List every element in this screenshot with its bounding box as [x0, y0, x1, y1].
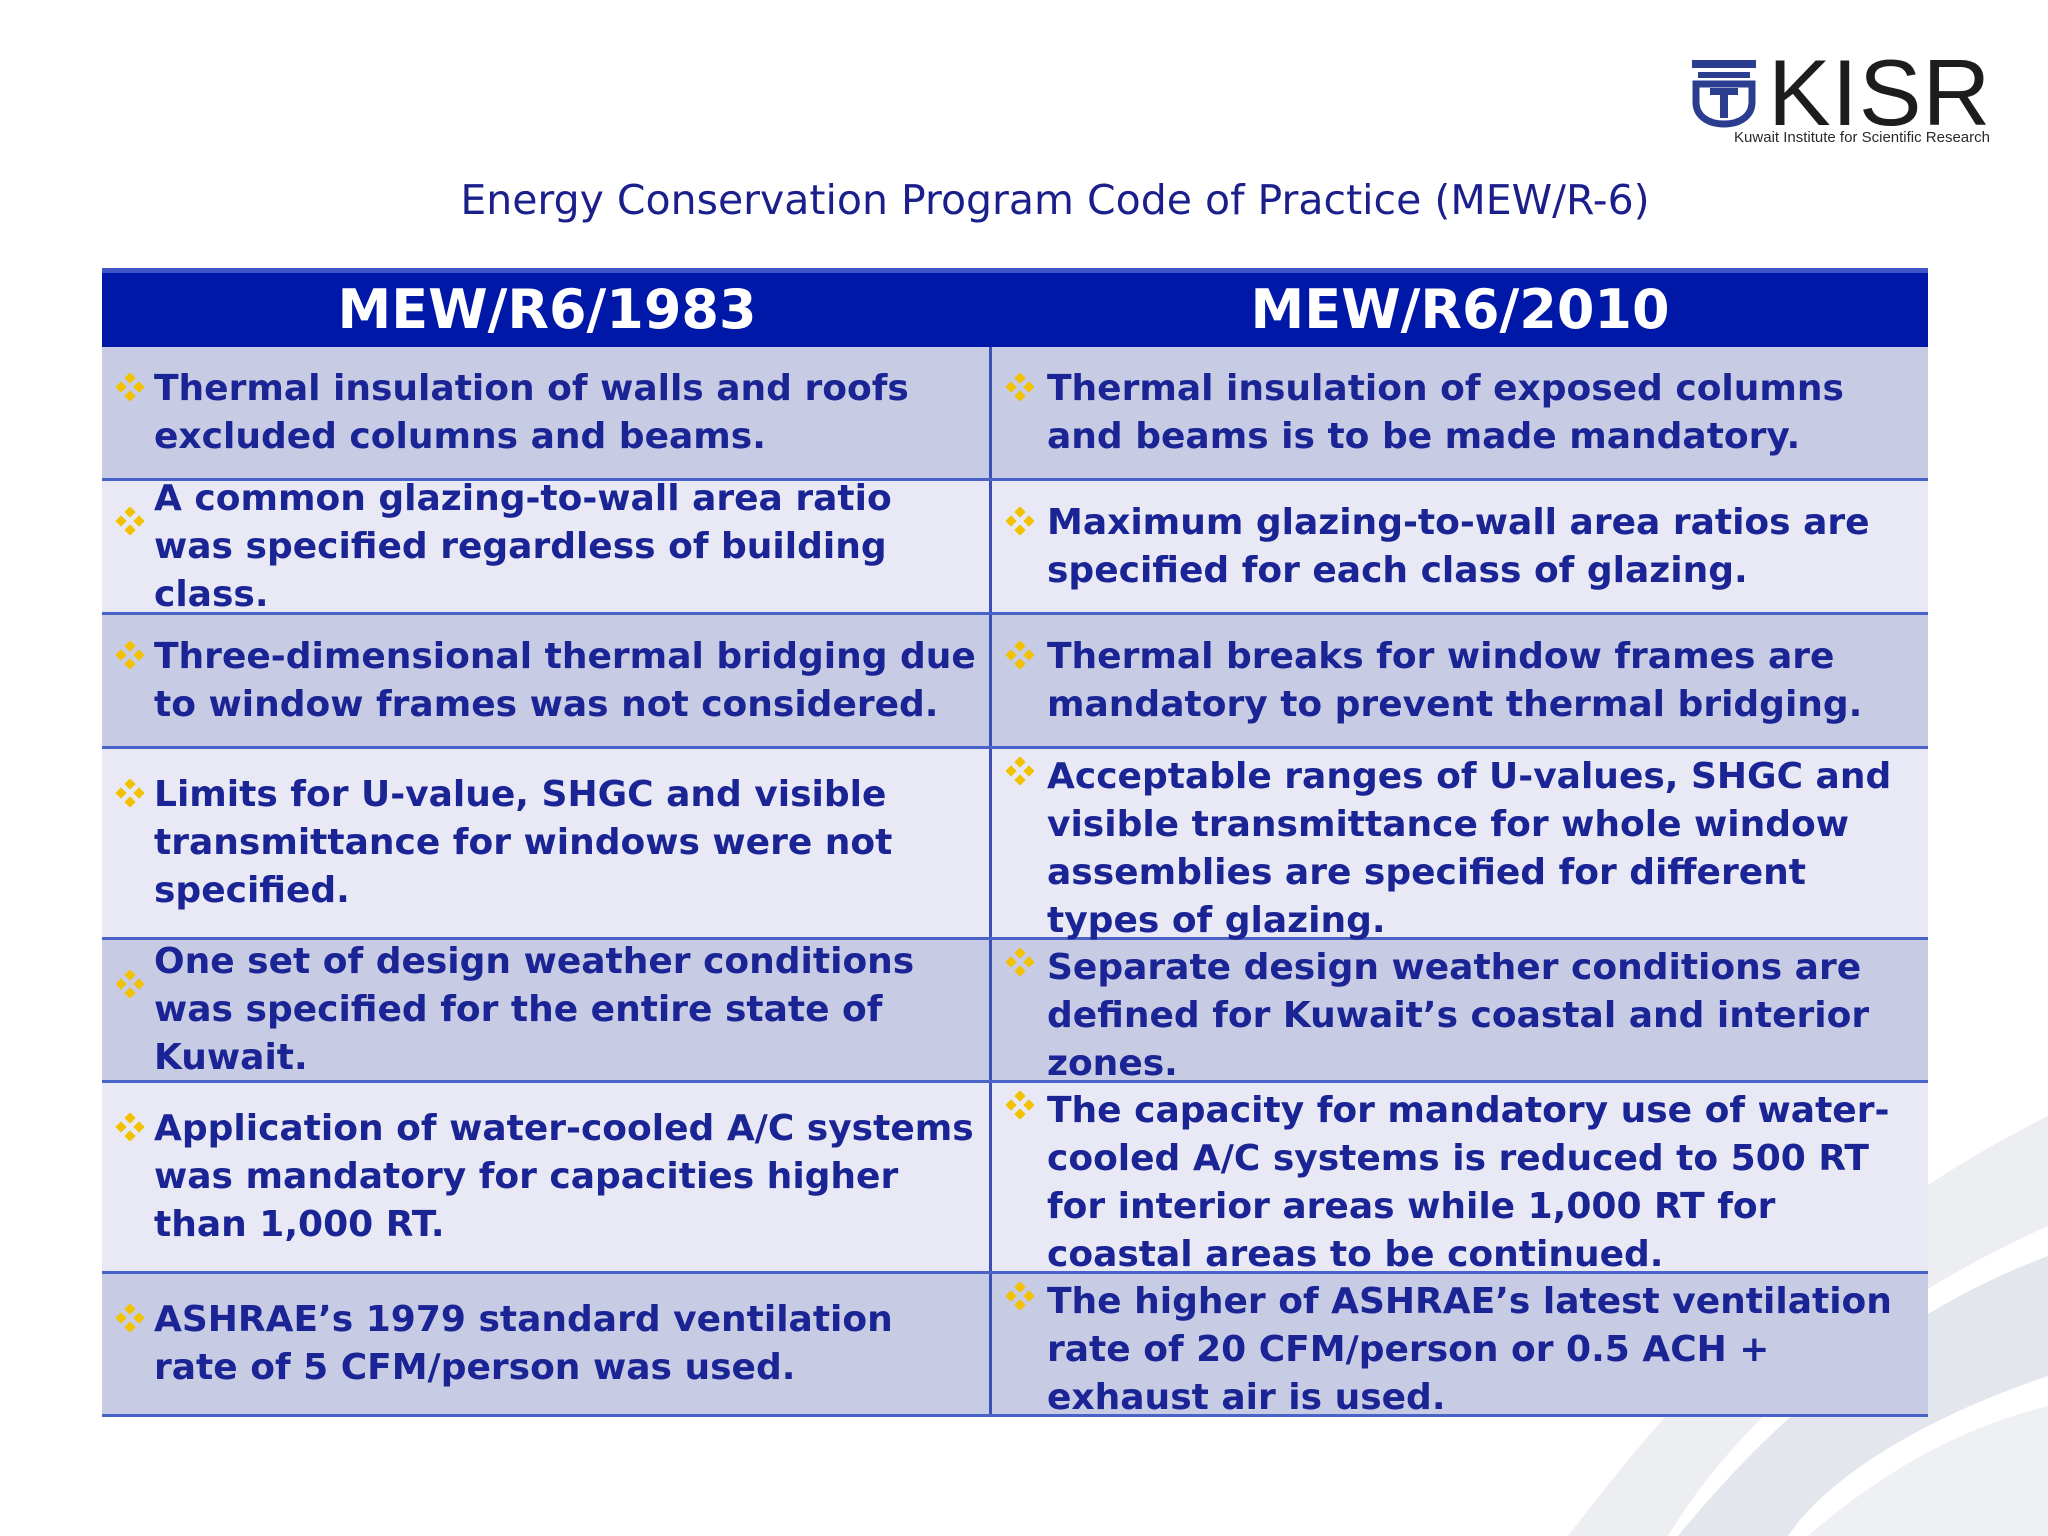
- cell-text: Thermal breaks for window frames are man…: [1047, 635, 1863, 725]
- logo-wordmark: KISR: [1768, 40, 1992, 145]
- table-row: Limits for U-value, SHGC and visible tra…: [102, 749, 1928, 941]
- cell-1983: Application of water-cooled A/C systems …: [102, 1083, 992, 1271]
- cell-text: Three-dimensional thermal bridging due t…: [154, 635, 976, 725]
- cell-2010: Separate design weather conditions are d…: [992, 940, 1928, 1084]
- cell-1983: A common glazing-to-wall area ratio was …: [102, 478, 992, 615]
- table-row: Thermal insulation of walls and roofs ex…: [102, 347, 1928, 481]
- cell-1983: Thermal insulation of walls and roofs ex…: [102, 347, 992, 478]
- cell-text: Separate design weather conditions are d…: [1047, 947, 1870, 1084]
- cell-text: Thermal insulation of exposed columns an…: [1047, 367, 1844, 457]
- diamond-bullet-icon: [1006, 757, 1034, 785]
- cell-text: One set of design weather conditions was…: [154, 941, 915, 1078]
- cell-2010: The higher of ASHRAE’s latest ventilatio…: [992, 1274, 1928, 1418]
- cell-text: ASHRAE’s 1979 standard ventilation rate …: [154, 1299, 893, 1388]
- diamond-bullet-icon: [116, 970, 144, 998]
- diamond-bullet-icon: [1006, 506, 1034, 535]
- table-row: Three-dimensional thermal bridging due t…: [102, 615, 1928, 749]
- table-row: ASHRAE’s 1979 standard ventilation rate …: [102, 1274, 1928, 1418]
- cell-1983: ASHRAE’s 1979 standard ventilation rate …: [102, 1274, 992, 1414]
- cell-text: Maximum glazing-to-wall area ratios are …: [1047, 501, 1870, 591]
- table-header: MEW/R6/1983 MEW/R6/2010: [102, 268, 1928, 347]
- table-row: One set of design weather conditions was…: [102, 940, 1928, 1084]
- cell-2010: The capacity for mandatory use of water-…: [992, 1083, 1928, 1275]
- cell-1983: Limits for U-value, SHGC and visible tra…: [102, 749, 992, 937]
- diamond-bullet-icon: [1006, 1282, 1034, 1310]
- diamond-bullet-icon: [1006, 948, 1034, 976]
- cell-text: The higher of ASHRAE’s latest ventilatio…: [1047, 1281, 1892, 1418]
- cell-text: The capacity for mandatory use of water-…: [1047, 1090, 1890, 1275]
- table-row: Application of water-cooled A/C systems …: [102, 1083, 1928, 1275]
- cell-text: Limits for U-value, SHGC and visible tra…: [154, 774, 893, 911]
- diamond-bullet-icon: [116, 506, 144, 535]
- cell-2010: Acceptable ranges of U-values, SHGC and …: [992, 749, 1928, 941]
- kisr-logo: KISR Kuwait Institute for Scientific Res…: [1690, 46, 1990, 150]
- cell-2010: Thermal insulation of exposed columns an…: [992, 347, 1928, 478]
- logo-subtitle: Kuwait Institute for Scientific Research: [1734, 129, 1990, 146]
- page-title: Energy Conservation Program Code of Prac…: [460, 176, 1650, 224]
- cell-1983: One set of design weather conditions was…: [102, 940, 992, 1080]
- diamond-bullet-icon: [116, 1304, 144, 1332]
- diamond-bullet-icon: [1006, 640, 1034, 669]
- diamond-bullet-icon: [116, 372, 144, 401]
- diamond-bullet-icon: [116, 1113, 144, 1141]
- diamond-bullet-icon: [116, 779, 144, 807]
- header-1983: MEW/R6/1983: [337, 278, 757, 341]
- header-2010: MEW/R6/2010: [1250, 278, 1670, 341]
- diamond-bullet-icon: [1006, 1091, 1034, 1119]
- cell-text: Application of water-cooled A/C systems …: [154, 1108, 974, 1245]
- diamond-bullet-icon: [116, 640, 144, 669]
- diamond-bullet-icon: [1006, 372, 1034, 401]
- table-row: A common glazing-to-wall area ratio was …: [102, 478, 1928, 615]
- cell-text: Thermal insulation of walls and roofs ex…: [154, 367, 909, 457]
- cell-2010: Maximum glazing-to-wall area ratios are …: [992, 481, 1928, 612]
- comparison-table: MEW/R6/1983 MEW/R6/2010 Thermal insulati…: [102, 268, 1928, 1418]
- kisr-logo-icon: [1692, 60, 1756, 128]
- cell-1983: Three-dimensional thermal bridging due t…: [102, 615, 992, 746]
- cell-2010: Thermal breaks for window frames are man…: [992, 615, 1928, 746]
- cell-text: A common glazing-to-wall area ratio was …: [154, 477, 892, 615]
- cell-text: Acceptable ranges of U-values, SHGC and …: [1047, 756, 1892, 941]
